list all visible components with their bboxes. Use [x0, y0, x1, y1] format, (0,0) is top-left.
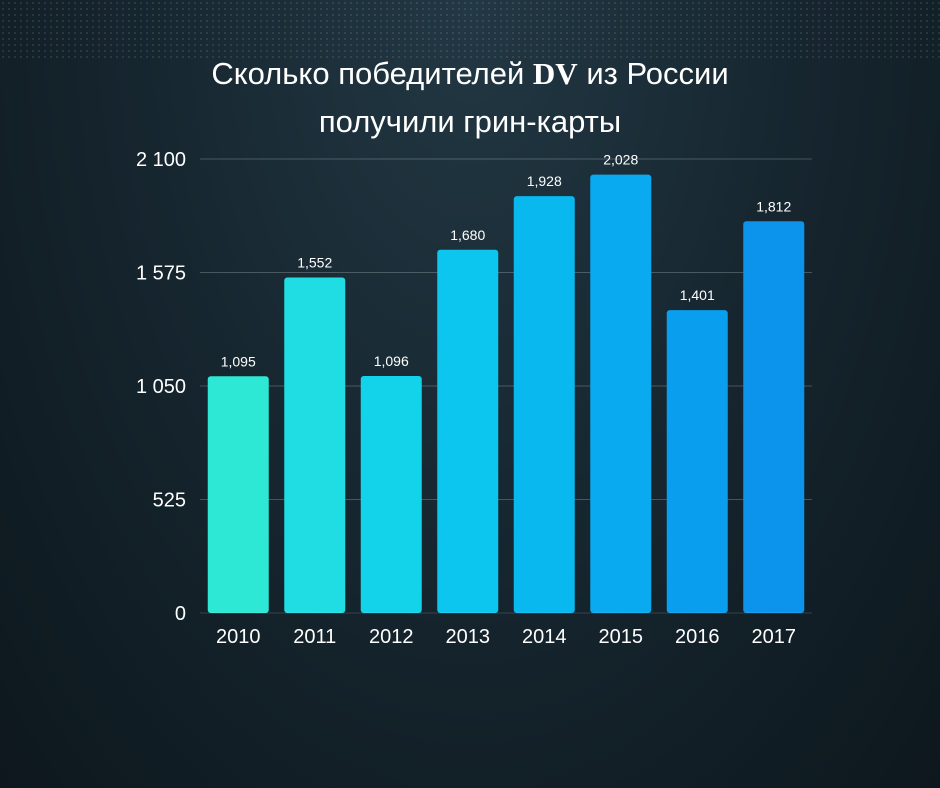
x-tick-label: 2014: [522, 626, 567, 648]
bar: [590, 174, 652, 613]
bar: [284, 277, 346, 613]
data-label: 2,028: [603, 152, 638, 168]
bar: [207, 376, 269, 613]
y-tick-label: 1 575: [136, 263, 186, 285]
bar: [437, 249, 499, 614]
data-label: 1,095: [221, 353, 256, 369]
x-tick-label: 2016: [675, 626, 720, 648]
data-label: 1,401: [680, 287, 715, 303]
bar: [360, 376, 422, 613]
y-tick-label: 1 050: [136, 376, 186, 398]
bar: [743, 221, 805, 613]
x-tick-label: 2011: [293, 626, 336, 648]
y-tick-label: 2 100: [136, 149, 186, 171]
data-label: 1,812: [756, 198, 791, 214]
chart-title: Сколько победителей DV из России получил…: [0, 50, 940, 146]
bar: [513, 196, 575, 614]
data-label: 1,552: [297, 254, 332, 270]
y-tick-label: 0: [175, 603, 186, 625]
chart-title-part2: из России: [577, 56, 729, 91]
data-label: 1,928: [527, 173, 562, 189]
x-tick-label: 2012: [369, 626, 414, 648]
bar: [666, 310, 728, 613]
chart-title-part1: Сколько победителей: [211, 56, 533, 91]
y-tick-label: 525: [153, 490, 186, 512]
chart-title-line1: Сколько победителей DV из России: [0, 50, 940, 98]
data-label: 1,680: [450, 227, 485, 243]
x-tick-label: 2010: [216, 626, 261, 648]
chart-title-dv: DV: [532, 56, 578, 91]
x-tick-label: 2015: [599, 626, 644, 648]
x-tick-label: 2017: [752, 626, 797, 648]
data-label: 1,096: [374, 353, 409, 369]
chart-title-line2: получили грин-карты: [318, 104, 622, 139]
x-tick-label: 2013: [446, 626, 491, 648]
